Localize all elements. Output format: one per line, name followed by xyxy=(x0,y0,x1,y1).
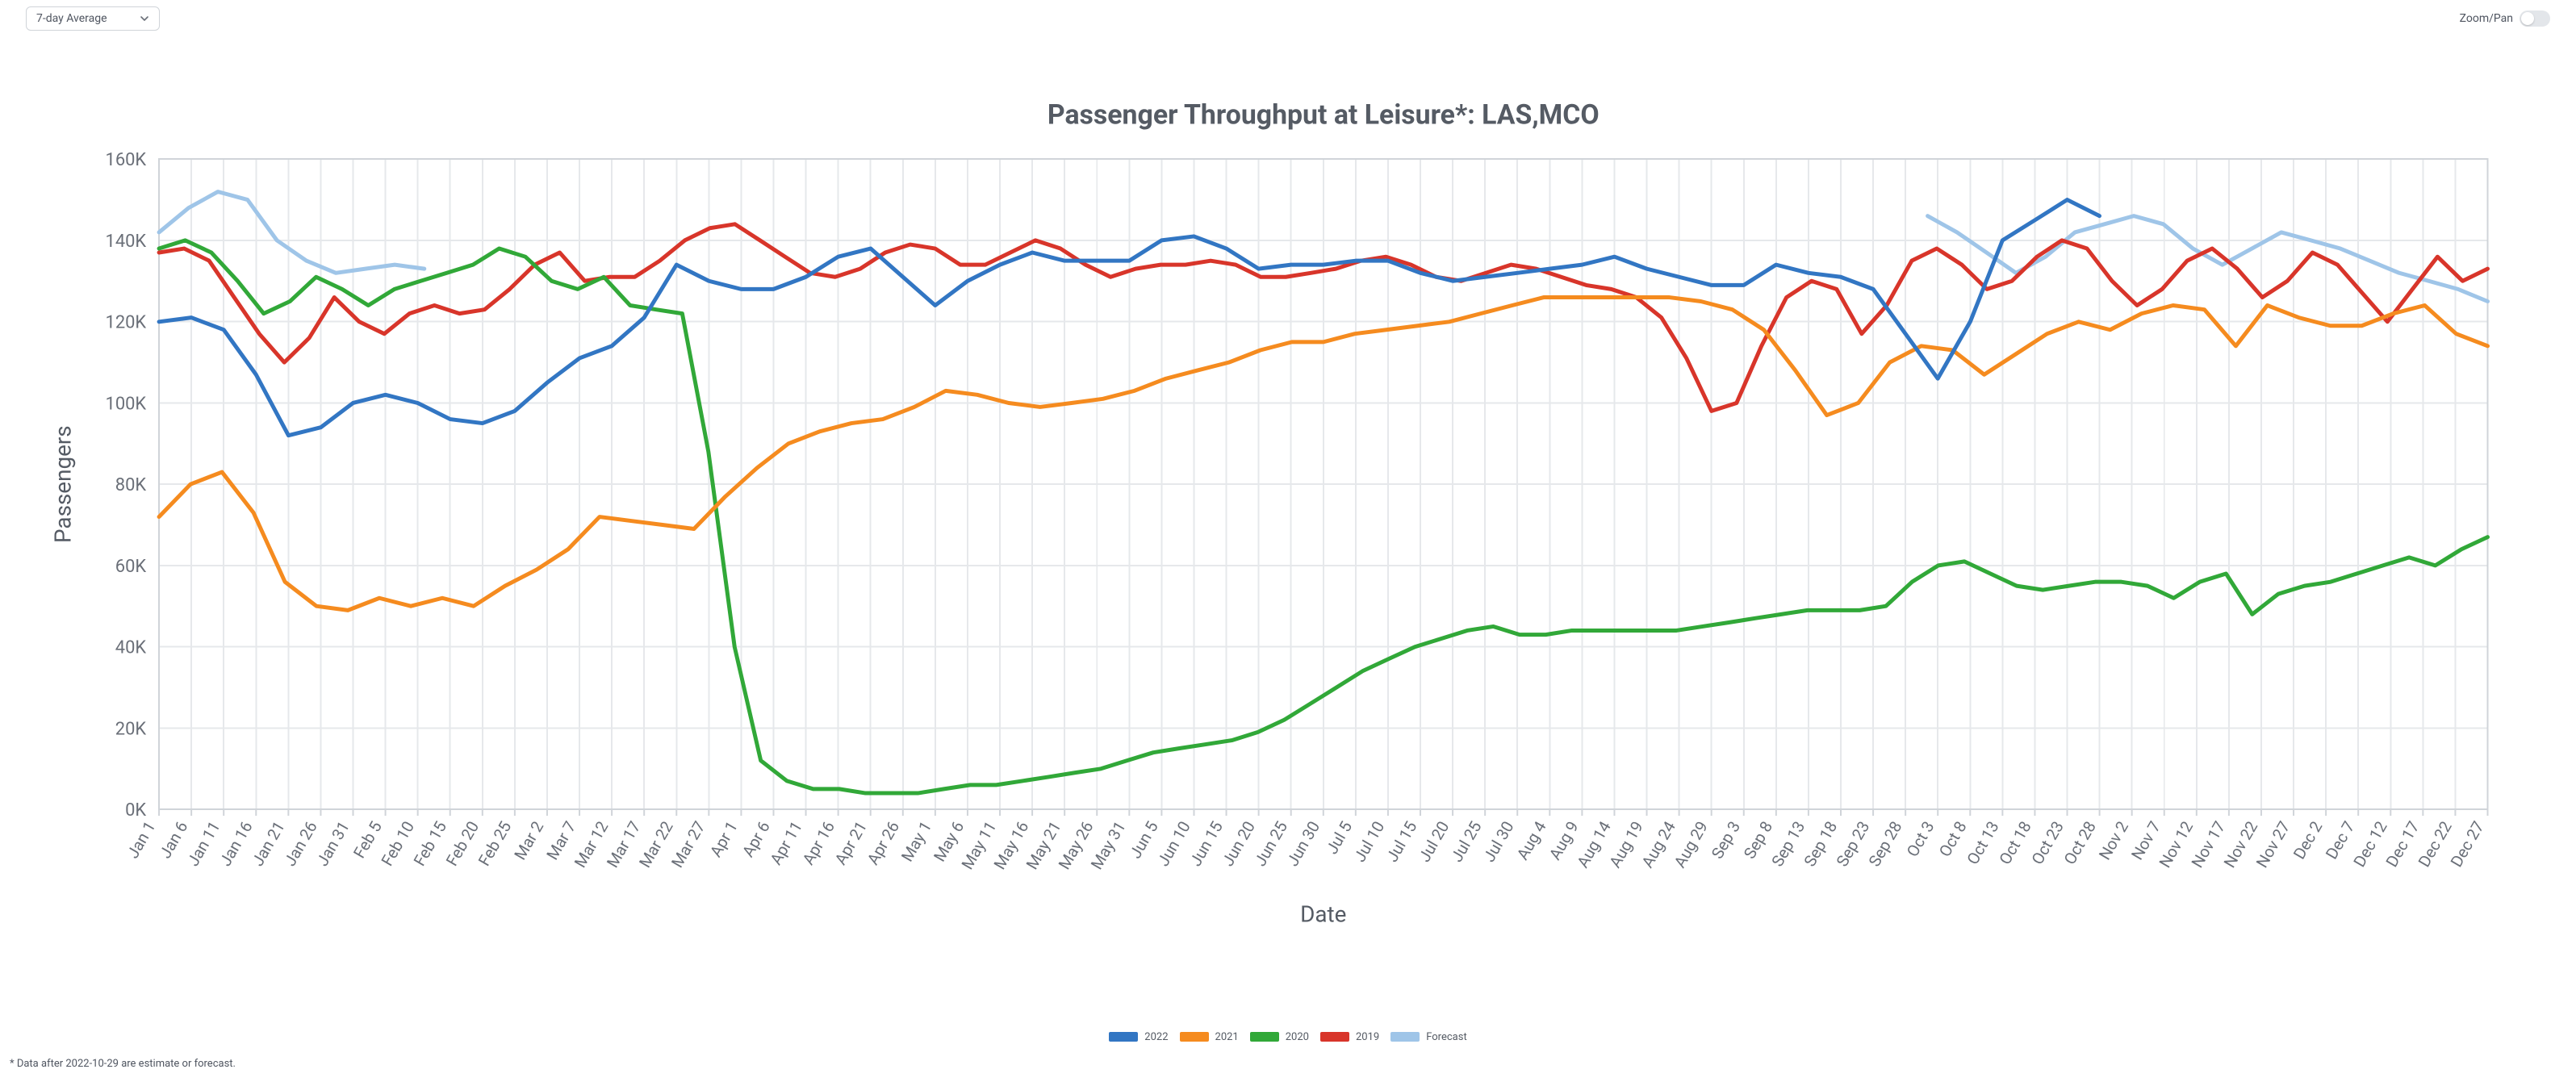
zoom-pan-toggle[interactable] xyxy=(2520,10,2550,27)
x-tick-label: Nov 2 xyxy=(2096,818,2132,863)
footnote: * Data after 2022-10-29 are estimate or … xyxy=(6,1043,2570,1070)
y-tick-label: 140K xyxy=(106,232,147,252)
legend-swatch xyxy=(1390,1032,1420,1042)
chart-title: Passenger Throughput at Leisure*: LAS,MC… xyxy=(1048,99,1600,131)
x-tick-label: Jan 1 xyxy=(123,818,159,862)
avg-dropdown[interactable]: 7-day Average xyxy=(26,6,160,31)
legend-item-y2021[interactable]: 2021 xyxy=(1180,1031,1239,1043)
y-tick-label: 160K xyxy=(106,150,147,170)
x-tick-label: Jul 25 xyxy=(1448,818,1486,865)
throughput-chart: Passenger Throughput at Leisure*: LAS,MC… xyxy=(6,31,2570,1043)
avg-dropdown-label: 7-day Average xyxy=(36,12,107,25)
x-tick-label: Apr 16 xyxy=(799,818,838,868)
x-tick-label: Jul 10 xyxy=(1350,818,1388,865)
legend-item-forecast[interactable]: Forecast xyxy=(1390,1031,1466,1043)
x-tick-label: Dec 2 xyxy=(2290,818,2327,863)
y-tick-label: 60K xyxy=(115,557,147,577)
x-tick-label: Apr 21 xyxy=(831,818,871,868)
toolbar: 7-day Average Zoom/Pan xyxy=(6,6,2570,31)
legend-swatch xyxy=(1180,1032,1209,1042)
legend-label: 2021 xyxy=(1215,1031,1239,1043)
zoom-pan-label: Zoom/Pan xyxy=(2460,12,2513,25)
legend-label: 2020 xyxy=(1286,1031,1309,1043)
y-axis-label: Passengers xyxy=(50,425,77,543)
legend-item-y2019[interactable]: 2019 xyxy=(1320,1031,1379,1043)
x-tick-label: Apr 26 xyxy=(864,818,903,868)
legend-label: 2019 xyxy=(1356,1031,1379,1043)
y-tick-label: 20K xyxy=(115,719,147,739)
x-axis-label: Date xyxy=(1300,900,1346,927)
chevron-down-icon xyxy=(140,14,149,23)
x-tick-label: Sep 3 xyxy=(1708,818,1744,862)
legend-label: Forecast xyxy=(1426,1031,1466,1043)
y-tick-label: 80K xyxy=(115,475,147,495)
x-tick-label: May 1 xyxy=(898,818,936,865)
zoom-pan-control: Zoom/Pan xyxy=(2460,10,2550,27)
legend-label: 2022 xyxy=(1144,1031,1168,1043)
x-tick-label: Jul 5 xyxy=(1323,818,1356,858)
x-tick-label: Oct 13 xyxy=(1963,818,2003,868)
chart-legend: 2022 2021 2020 2019 Forecast xyxy=(6,1031,2570,1043)
legend-swatch xyxy=(1320,1032,1349,1042)
legend-swatch xyxy=(1109,1032,1138,1042)
x-tick-label: Jul 30 xyxy=(1480,818,1518,865)
x-tick-label: Oct 18 xyxy=(1996,818,2035,868)
x-tick-label: Oct 3 xyxy=(1903,818,1938,860)
y-tick-label: 120K xyxy=(106,313,147,333)
y-tick-label: 40K xyxy=(115,638,147,658)
x-tick-label: Jul 15 xyxy=(1382,818,1420,865)
y-tick-label: 100K xyxy=(106,394,147,414)
legend-swatch xyxy=(1250,1032,1279,1042)
x-tick-label: Oct 28 xyxy=(2060,818,2100,868)
legend-item-y2020[interactable]: 2020 xyxy=(1250,1031,1309,1043)
chart-grid xyxy=(159,159,2487,809)
x-tick-label: Apr 11 xyxy=(767,818,806,868)
page: { "controls":{ "avg_dropdown":{"label":"… xyxy=(0,0,2576,1086)
legend-item-y2022[interactable]: 2022 xyxy=(1109,1031,1168,1043)
x-tick-label: Apr 1 xyxy=(706,818,741,860)
chart-svg: Passenger Throughput at Leisure*: LAS,MC… xyxy=(6,31,2570,1026)
x-tick-label: Aug 4 xyxy=(1513,818,1549,863)
x-tick-label: Oct 23 xyxy=(2028,818,2068,868)
x-tick-label: Jul 20 xyxy=(1415,818,1453,865)
x-tick-label: Mar 2 xyxy=(511,818,547,863)
